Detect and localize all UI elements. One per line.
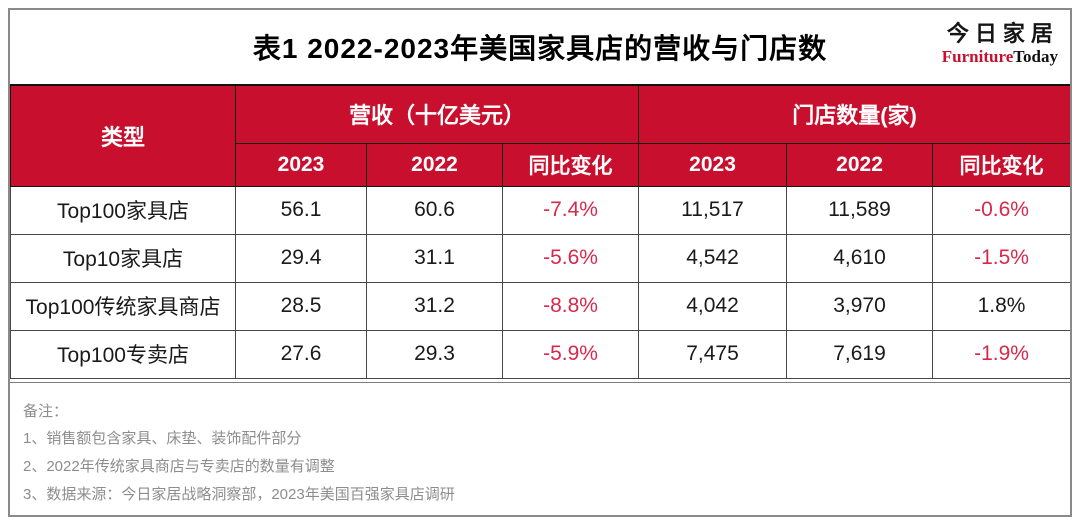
cell-type: Top100传统家具商店	[10, 281, 236, 331]
cell-revenue-2022: 60.6	[366, 185, 503, 235]
cell-stores-change: -1.5%	[932, 233, 1070, 283]
cell-stores-2022: 11,589	[786, 185, 934, 235]
table-row: Top100家具店 56.1 60.6 -7.4% 11,517 11,589 -0.6%	[10, 185, 1070, 235]
brand-logo-chinese: 今日家居	[946, 21, 1059, 46]
title-bar: 表1 2022-2023年美国家具店的营收与门店数 今日家居 Furniture…	[10, 10, 1070, 84]
cell-stores-2022: 3,970	[786, 281, 934, 331]
subheader-revenue-change: 同比变化	[501, 142, 640, 187]
cell-revenue-change: -7.4%	[501, 185, 640, 235]
cell-revenue-change: -5.9%	[501, 329, 640, 379]
cell-stores-change: -1.9%	[932, 329, 1070, 379]
cell-stores-2023: 4,542	[638, 233, 788, 283]
cell-stores-2023: 7,475	[638, 329, 788, 379]
subheader-revenue-2022: 2022	[366, 142, 503, 187]
subheader-revenue-2023: 2023	[235, 142, 367, 187]
cell-type: Top10家具店	[10, 233, 236, 283]
cell-stores-change: 1.8%	[932, 281, 1070, 331]
note-line: 1、销售额包含家具、床垫、装饰配件部分	[23, 430, 302, 448]
note-line: 3、数据来源：今日家居战略洞察部，2023年美国百强家具店调研	[23, 485, 455, 503]
subheader-stores-change: 同比变化	[932, 142, 1070, 187]
cell-revenue-2023: 29.4	[235, 233, 367, 283]
subheader-stores-2023: 2023	[638, 142, 788, 187]
group-header-revenue: 营收（十亿美元）	[234, 84, 640, 144]
report-panel: 表1 2022-2023年美国家具店的营收与门店数 今日家居 Furniture…	[8, 8, 1072, 517]
cell-stores-change: -0.6%	[932, 185, 1070, 235]
column-header-type: 类型	[10, 84, 236, 187]
cell-revenue-change: -5.6%	[501, 233, 640, 283]
cell-type: Top100家具店	[10, 185, 236, 235]
cell-revenue-2022: 31.2	[366, 281, 503, 331]
cell-stores-2023: 11,517	[638, 185, 788, 235]
subheader-stores-2022: 2022	[786, 142, 934, 187]
cell-revenue-2022: 29.3	[366, 329, 503, 379]
table-row: Top10家具店 29.4 31.1 -5.6% 4,542 4,610 -1.5%	[10, 233, 1070, 283]
page-title: 表1 2022-2023年美国家具店的营收与门店数	[252, 33, 828, 64]
note-line: 2、2022年传统家具商店与专卖店的数量有调整	[23, 458, 335, 475]
cell-stores-2022: 4,610	[786, 233, 934, 283]
cell-revenue-change: -8.8%	[501, 281, 640, 331]
table-header: 类型 营收（十亿美元） 门店数量(家) 2023 2022 同比变化 2023 …	[10, 84, 1070, 187]
notes-section: 备注： 1、销售额包含家具、床垫、装饰配件部分 2、2022年传统家具商店与专卖店…	[10, 381, 1070, 509]
brand-logo-today: Today	[1013, 47, 1058, 67]
table-row: Top100传统家具商店 28.5 31.2 -8.8% 4,042 3,970 1.8%	[10, 281, 1070, 331]
group-header-stores: 门店数量(家)	[638, 84, 1070, 144]
brand-logo: 今日家居 FurnitureToday	[942, 21, 1058, 68]
brand-logo-english: FurnitureToday	[942, 47, 1058, 67]
cell-revenue-2023: 27.6	[235, 329, 367, 379]
table-body: Top100家具店 56.1 60.6 -7.4% 11,517 11,589 -0.6% T…	[10, 185, 1070, 379]
notes-label: 备注：	[23, 402, 69, 420]
brand-logo-furniture: Furniture	[941, 47, 1014, 67]
cell-stores-2022: 7,619	[786, 329, 934, 379]
cell-stores-2023: 4,042	[638, 281, 788, 331]
cell-revenue-2022: 31.1	[366, 233, 503, 283]
cell-revenue-2023: 56.1	[235, 185, 367, 235]
data-table: 类型 营收（十亿美元） 门店数量(家) 2023 2022 同比变化 2023 …	[10, 84, 1070, 379]
cell-revenue-2023: 28.5	[235, 281, 367, 331]
table-row: Top100专卖店 27.6 29.3 -5.9% 7,475 7,619 -1.9%	[10, 329, 1070, 379]
cell-type: Top100专卖店	[10, 329, 236, 379]
